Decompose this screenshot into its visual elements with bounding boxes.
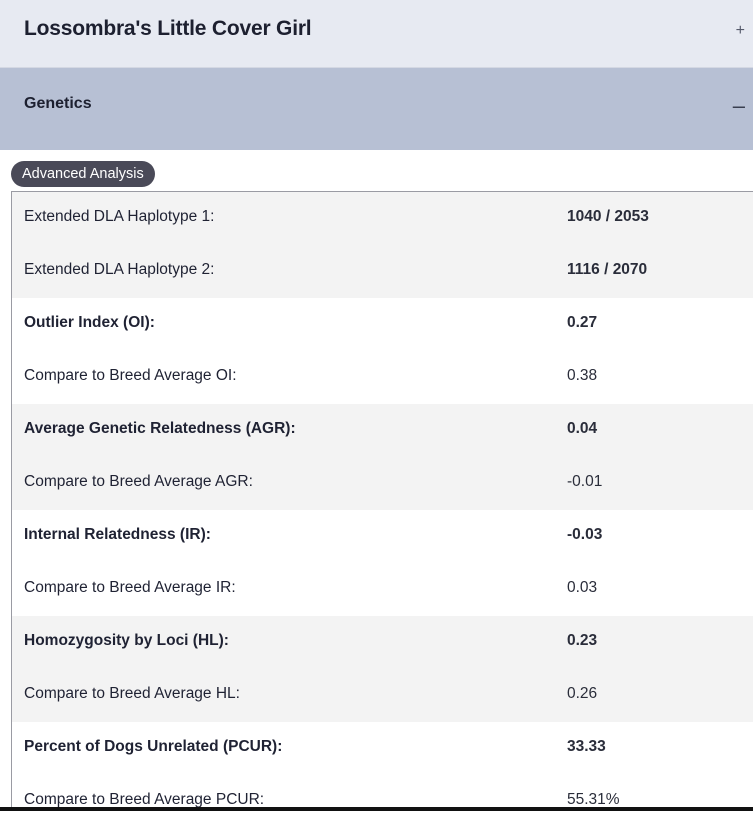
- row-label: Average Genetic Relatedness (AGR):: [24, 420, 296, 437]
- table-row: Extended DLA Haplotype 2: 1116 / 2070: [12, 245, 753, 298]
- row-label: Compare to Breed Average IR:: [24, 579, 236, 596]
- dog-name-header[interactable]: Lossombra's Little Cover Girl +: [0, 0, 753, 68]
- row-value: 0.03: [567, 579, 598, 596]
- row-label: Compare to Breed Average AGR:: [24, 473, 253, 490]
- table-row: Outlier Index (OI): 0.27: [12, 298, 753, 351]
- row-label: Internal Relatedness (IR):: [24, 526, 211, 543]
- row-label: Homozygosity by Loci (HL):: [24, 632, 229, 649]
- table-row: Internal Relatedness (IR): -0.03: [12, 510, 753, 563]
- row-value: 0.23: [567, 632, 598, 649]
- row-value: 1116 / 2070: [567, 261, 648, 278]
- row-value: 0.38: [567, 367, 598, 384]
- table-row: Percent of Dogs Unrelated (PCUR): 33.33: [12, 722, 753, 775]
- row-value: 33.33: [567, 738, 606, 755]
- table-row: Compare to Breed Average PCUR: 55.31%: [12, 775, 753, 828]
- row-value: -0.03: [567, 526, 603, 543]
- row-value: -0.01: [567, 473, 603, 490]
- row-value: 0.26: [567, 685, 598, 702]
- table-row: Compare to Breed Average HL: 0.26: [12, 669, 753, 722]
- row-value: 1040 / 2053: [567, 208, 649, 225]
- table-row: Compare to Breed Average OI: 0.38: [12, 351, 753, 404]
- expand-icon[interactable]: +: [735, 22, 745, 39]
- row-label: Outlier Index (OI):: [24, 314, 155, 331]
- row-value: 0.04: [567, 420, 598, 437]
- row-label: Percent of Dogs Unrelated (PCUR):: [24, 738, 283, 755]
- table-row: Homozygosity by Loci (HL): 0.23: [12, 616, 753, 669]
- row-label: Compare to Breed Average HL:: [24, 685, 240, 702]
- row-label: Compare to Breed Average OI:: [24, 367, 237, 384]
- row-value: 0.27: [567, 314, 598, 331]
- table-row: Average Genetic Relatedness (AGR): 0.04: [12, 404, 753, 457]
- genetics-section-title: Genetics: [24, 95, 92, 112]
- row-label: Extended DLA Haplotype 1:: [24, 208, 215, 225]
- row-value: 55.31%: [567, 791, 620, 808]
- table-row: Compare to Breed Average IR: 0.03: [12, 563, 753, 616]
- dog-name-title: Lossombra's Little Cover Girl: [24, 17, 312, 40]
- viewport-bottom-border: [0, 807, 753, 811]
- table-row: Compare to Breed Average AGR: -0.01: [12, 457, 753, 510]
- advanced-analysis-badge[interactable]: Advanced Analysis: [11, 161, 155, 187]
- collapse-icon[interactable]: –: [732, 93, 745, 118]
- genetics-section-header[interactable]: Genetics –: [0, 68, 753, 150]
- row-label: Extended DLA Haplotype 2:: [24, 261, 215, 278]
- table-row: Extended DLA Haplotype 1: 1040 / 2053: [12, 192, 753, 245]
- row-label: Compare to Breed Average PCUR:: [24, 791, 265, 808]
- genetics-analysis-table: Extended DLA Haplotype 1: 1040 / 2053 Ex…: [11, 191, 753, 811]
